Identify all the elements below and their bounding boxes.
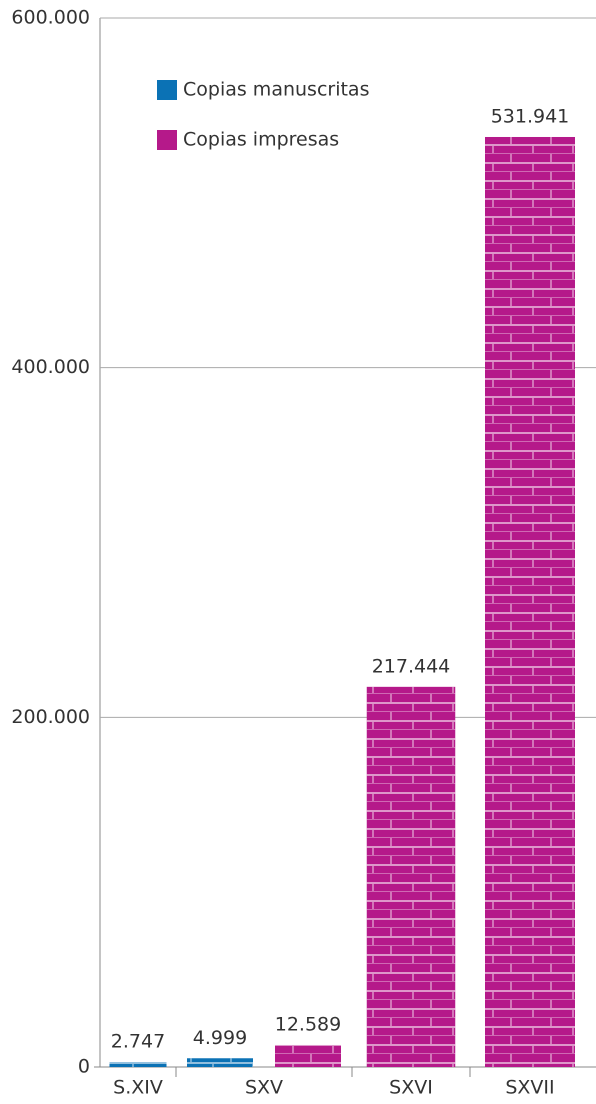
value-label: 4.999 [193, 1027, 247, 1049]
x-tick-label: S.XIV [113, 1077, 163, 1099]
legend-swatch [157, 130, 177, 150]
x-tick-label: SXVII [505, 1077, 554, 1099]
bar-texture [110, 1062, 167, 1067]
value-label: 2.747 [111, 1031, 165, 1053]
y-tick-label: 200.000 [11, 706, 90, 728]
bar-texture [367, 687, 456, 1067]
legend-swatch [157, 80, 177, 100]
y-tick-label: 600.000 [11, 7, 90, 29]
x-tick-label: SXV [245, 1077, 283, 1099]
legend-label: Copias impresas [183, 129, 339, 151]
legend-label: Copias manuscritas [183, 79, 369, 101]
bar-texture [187, 1058, 253, 1067]
bar-texture [275, 1045, 341, 1067]
value-label: 531.941 [491, 105, 570, 127]
value-label: 217.444 [372, 655, 451, 677]
y-tick-label: 0 [78, 1056, 90, 1078]
bar-texture [485, 137, 575, 1067]
chart: 0 200.000 400.000 600.000 S.XIV 2.747 SXV 4.999… [0, 0, 596, 1104]
y-tick-label: 400.000 [11, 356, 90, 378]
value-label: 12.589 [275, 1013, 341, 1035]
x-tick-label: SXVI [389, 1077, 433, 1099]
